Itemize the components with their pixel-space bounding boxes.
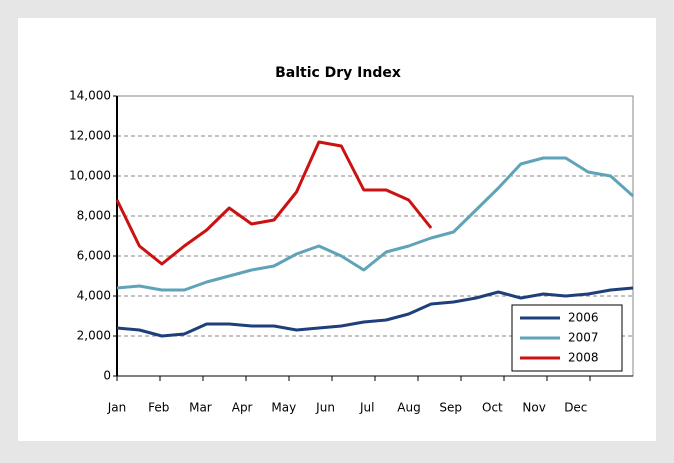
x-tick-label: Dec	[564, 401, 587, 415]
x-tick-label: May	[271, 401, 296, 415]
x-tick-label: Nov	[522, 401, 545, 415]
chart-panel	[18, 18, 656, 441]
series-line	[116, 156, 634, 292]
x-tick-label: Sep	[439, 401, 462, 415]
x-tick-label: Apr	[232, 401, 253, 415]
y-tick-label: 0	[103, 369, 111, 383]
series-line	[116, 286, 634, 338]
x-tick-label: Oct	[482, 401, 503, 415]
legend-label: 2007	[568, 331, 599, 345]
y-tick-label: 8,000	[77, 209, 111, 223]
y-tick-label: 2,000	[77, 329, 111, 343]
y-tick-label: 10,000	[69, 169, 111, 183]
x-tick-label: Aug	[397, 401, 420, 415]
chart-title: Baltic Dry Index	[275, 65, 401, 81]
x-tick-label: Jan	[107, 401, 127, 415]
x-tick-label: Jun	[315, 401, 335, 415]
legend-label: 2008	[568, 351, 599, 365]
x-tick-label: Feb	[148, 401, 169, 415]
y-tick-label: 6,000	[77, 249, 111, 263]
x-tick-label: Mar	[189, 401, 212, 415]
y-tick-label: 4,000	[77, 289, 111, 303]
legend-label: 2006	[568, 311, 599, 325]
y-tick-label: 14,000	[69, 89, 111, 103]
x-tick-label: Jul	[359, 401, 374, 415]
y-tick-label: 12,000	[69, 129, 111, 143]
series-line	[115, 140, 433, 266]
